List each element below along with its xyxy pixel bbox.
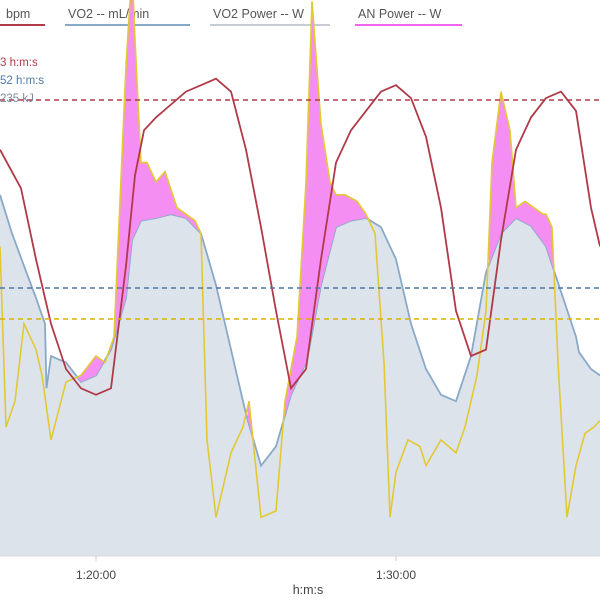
legend-label-vo2-power: VO2 Power -- W bbox=[213, 7, 304, 21]
an-power-layer bbox=[0, 0, 600, 519]
bpm-line bbox=[0, 77, 600, 396]
legend-item-vo2[interactable]: VO2 -- mL/min bbox=[65, 7, 190, 26]
x-tick-label: 1:20:00 bbox=[76, 568, 116, 582]
x-tick-label: 1:30:00 bbox=[376, 568, 416, 582]
x-axis-label: h:m:s bbox=[293, 583, 324, 597]
legend-label-an-power: AN Power -- W bbox=[358, 7, 442, 21]
power-threshold-label: 235 kJ bbox=[0, 93, 34, 105]
bpm-line-layer bbox=[0, 77, 600, 396]
legend-item-an-power[interactable]: AN Power -- W bbox=[355, 7, 462, 26]
power-line bbox=[0, 0, 600, 519]
legend-item-bpm[interactable]: bpm bbox=[0, 7, 45, 26]
legend-item-vo2-power[interactable]: VO2 Power -- W bbox=[210, 7, 330, 26]
legend-label-vo2: VO2 -- mL/min bbox=[68, 7, 149, 21]
legend-label-bpm: bpm bbox=[6, 7, 30, 21]
vo2-threshold-label: 52 h:m:s bbox=[0, 75, 44, 87]
vo2-area bbox=[0, 194, 600, 557]
reference-lines: 3 h:m:s 52 h:m:s 235 kJ bbox=[0, 57, 600, 320]
bpm-threshold-label: 3 h:m:s bbox=[0, 57, 38, 69]
an-power-excess-area bbox=[78, 0, 554, 435]
x-axis: h:m:s 1:20:00 1:30:00 bbox=[0, 555, 600, 597]
legend: bpm VO2 -- mL/min VO2 Power -- W AN Powe… bbox=[0, 7, 462, 26]
